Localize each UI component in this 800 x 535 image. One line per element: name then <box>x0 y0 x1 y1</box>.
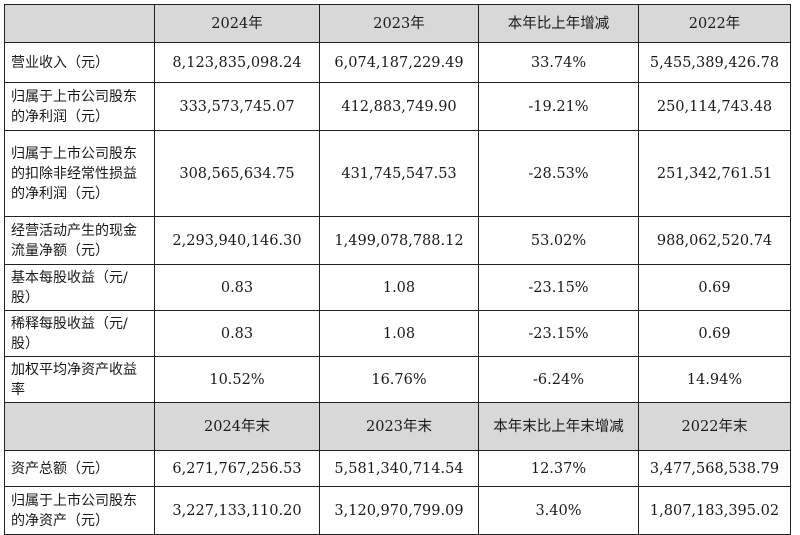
value-cell: 308,565,634.75 <box>154 130 320 217</box>
value-cell: 2,293,940,146.30 <box>154 216 320 265</box>
header-cell: 本年末比上年末增减 <box>478 402 639 451</box>
value-cell: 5,581,340,714.54 <box>319 450 479 487</box>
row-label: 基本每股收益（元/股） <box>4 264 155 311</box>
value-cell: 53.02% <box>478 216 639 265</box>
value-cell: 14.94% <box>638 356 791 403</box>
value-cell: 0.83 <box>154 264 320 311</box>
header-row: 2024年末 2023年末 本年末比上年末增减 2022年末 <box>4 402 791 451</box>
row-label: 营业收入（元） <box>4 42 155 83</box>
table-row: 基本每股收益（元/股） 0.83 1.08 -23.15% 0.69 <box>4 264 791 311</box>
value-cell: 3.40% <box>478 486 639 535</box>
header-cell: 2023年 <box>319 4 479 43</box>
value-cell: 1,807,183,395.02 <box>638 486 791 535</box>
value-cell: 1.08 <box>319 310 479 357</box>
row-label: 稀释每股收益（元/股） <box>4 310 155 357</box>
financial-summary-table: 2024年 2023年 本年比上年增减 2022年 营业收入（元） 8,123,… <box>4 4 791 535</box>
header-cell: 2024年末 <box>154 402 320 451</box>
value-cell: 988,062,520.74 <box>638 216 791 265</box>
table-row: 加权平均净资产收益率 10.52% 16.76% -6.24% 14.94% <box>4 356 791 403</box>
value-cell: -23.15% <box>478 264 639 311</box>
row-label: 资产总额（元） <box>4 450 155 487</box>
value-cell: 3,477,568,538.79 <box>638 450 791 487</box>
table-row: 归属于上市公司股东的净利润（元） 333,573,745.07 412,883,… <box>4 82 791 131</box>
value-cell: 3,227,133,110.20 <box>154 486 320 535</box>
value-cell: 250,114,743.48 <box>638 82 791 131</box>
table-row: 资产总额（元） 6,271,767,256.53 5,581,340,714.5… <box>4 450 791 487</box>
value-cell: 0.69 <box>638 310 791 357</box>
header-cell: 2022年末 <box>638 402 791 451</box>
value-cell: 5,455,389,426.78 <box>638 42 791 83</box>
value-cell: 6,271,767,256.53 <box>154 450 320 487</box>
table-row: 经营活动产生的现金流量净额（元） 2,293,940,146.30 1,499,… <box>4 216 791 265</box>
header-cell: 本年比上年增减 <box>478 4 639 43</box>
value-cell: 16.76% <box>319 356 479 403</box>
value-cell: 251,342,761.51 <box>638 130 791 217</box>
header-corner-cell <box>4 402 155 451</box>
value-cell: -6.24% <box>478 356 639 403</box>
value-cell: 33.74% <box>478 42 639 83</box>
value-cell: 12.37% <box>478 450 639 487</box>
header-cell: 2023年末 <box>319 402 479 451</box>
value-cell: 8,123,835,098.24 <box>154 42 320 83</box>
header-row: 2024年 2023年 本年比上年增减 2022年 <box>4 4 791 43</box>
value-cell: 10.52% <box>154 356 320 403</box>
header-corner-cell <box>4 4 155 43</box>
value-cell: 431,745,547.53 <box>319 130 479 217</box>
row-label: 经营活动产生的现金流量净额（元） <box>4 216 155 265</box>
row-label: 归属于上市公司股东的净利润（元） <box>4 82 155 131</box>
table-row: 归属于上市公司股东的净资产（元） 3,227,133,110.20 3,120,… <box>4 486 791 535</box>
header-cell: 2022年 <box>638 4 791 43</box>
value-cell: 412,883,749.90 <box>319 82 479 131</box>
row-label: 归属于上市公司股东的扣除非经常性损益的净利润（元） <box>4 130 155 217</box>
value-cell: 1.08 <box>319 264 479 311</box>
value-cell: 3,120,970,799.09 <box>319 486 479 535</box>
table-row: 营业收入（元） 8,123,835,098.24 6,074,187,229.4… <box>4 42 791 83</box>
value-cell: -23.15% <box>478 310 639 357</box>
value-cell: -28.53% <box>478 130 639 217</box>
value-cell: 6,074,187,229.49 <box>319 42 479 83</box>
value-cell: 0.69 <box>638 264 791 311</box>
value-cell: 0.83 <box>154 310 320 357</box>
table-row: 归属于上市公司股东的扣除非经常性损益的净利润（元） 308,565,634.75… <box>4 130 791 217</box>
value-cell: -19.21% <box>478 82 639 131</box>
row-label: 加权平均净资产收益率 <box>4 356 155 403</box>
value-cell: 333,573,745.07 <box>154 82 320 131</box>
value-cell: 1,499,078,788.12 <box>319 216 479 265</box>
header-cell: 2024年 <box>154 4 320 43</box>
table-row: 稀释每股收益（元/股） 0.83 1.08 -23.15% 0.69 <box>4 310 791 357</box>
row-label: 归属于上市公司股东的净资产（元） <box>4 486 155 535</box>
